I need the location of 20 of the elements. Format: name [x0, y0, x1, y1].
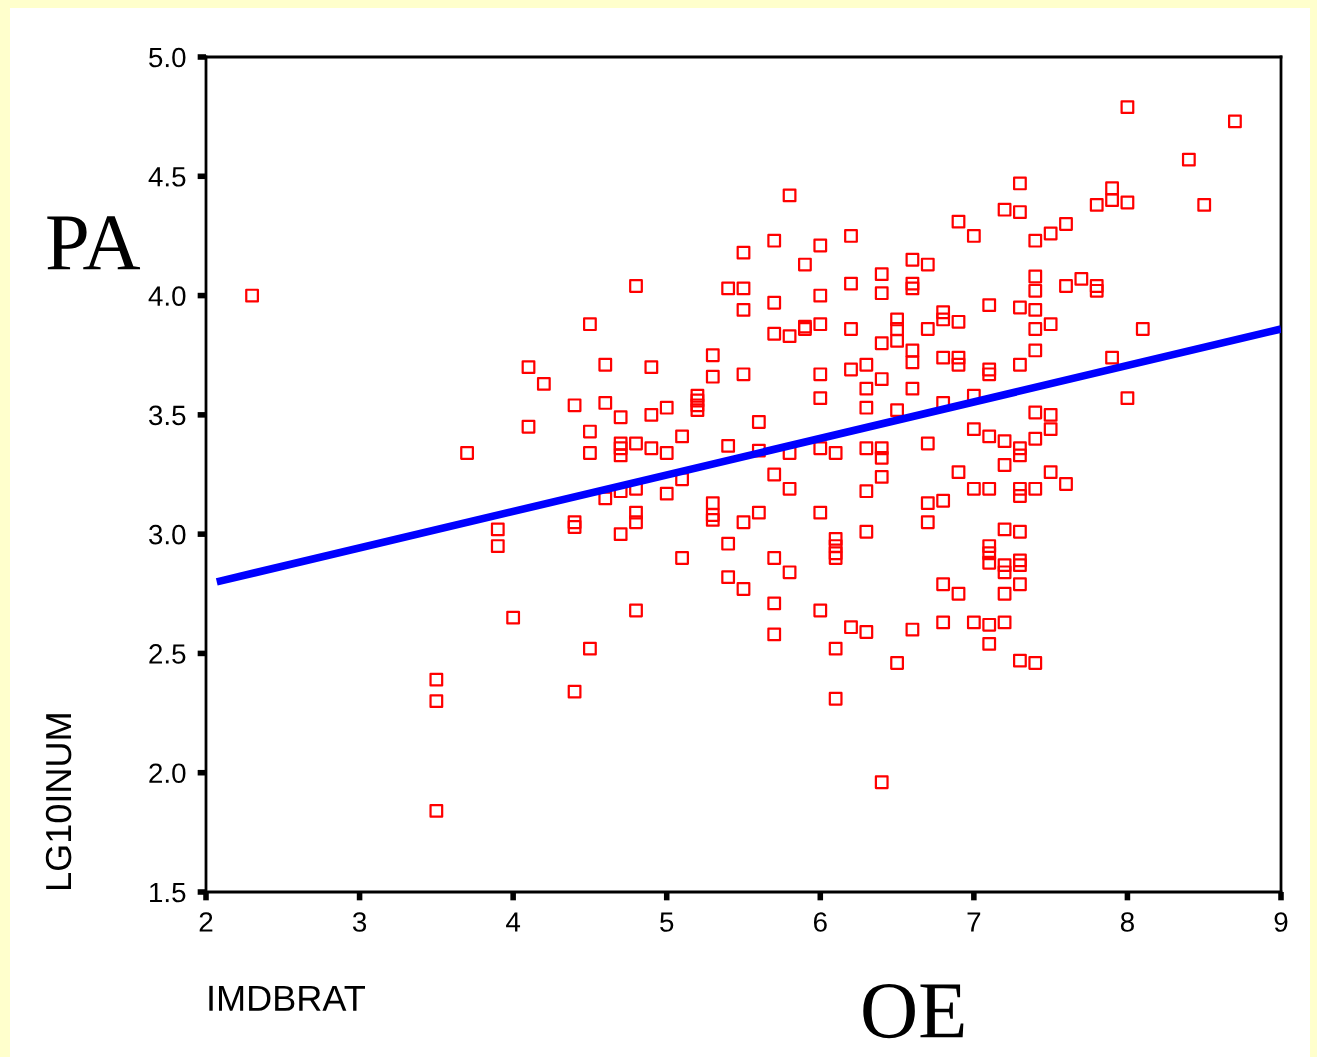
y-axis-title: LG10INUM [45, 714, 72, 890]
y-tick-label: 3.0 [149, 524, 186, 545]
y-tick-label: 5.0 [149, 47, 186, 68]
text: OE [863, 984, 964, 1039]
x-tick-label: 3 [352, 912, 367, 932]
x-tick-label: 2 [199, 912, 213, 932]
x-tick-label: 4 [506, 912, 521, 932]
y-tick-label: 4.5 [148, 167, 186, 187]
x-tick-label: 6 [813, 912, 827, 932]
y-tick-label: 2.0 [149, 763, 186, 784]
y-tick-label: 3.5 [149, 405, 186, 426]
x-tick-label: 9 [1274, 912, 1288, 932]
x-tick-label: 8 [1120, 912, 1134, 932]
y-tick-label: 2.5 [149, 644, 186, 664]
y-tick-label: 1.5 [150, 882, 186, 903]
text: PA [47, 216, 141, 270]
x-tick-label: 7 [967, 912, 981, 932]
x-tick-label: 5 [660, 912, 674, 932]
x-axis-title: IMDBRAT [209, 985, 366, 1011]
y-tick-label: 4.0 [148, 286, 186, 306]
